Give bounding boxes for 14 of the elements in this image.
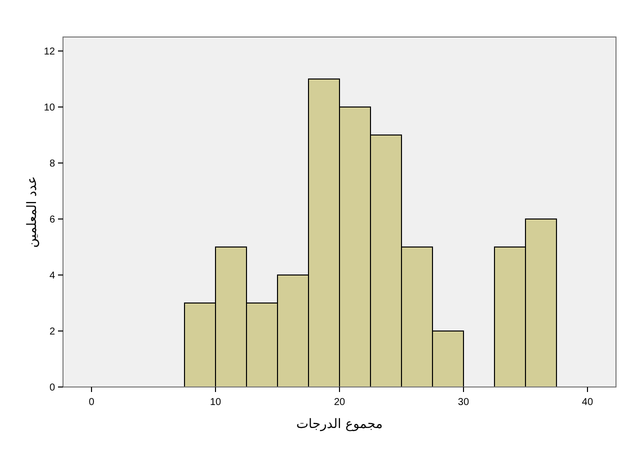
y-tick-label: 10 [44,102,56,114]
x-axis-title: مجموع الدرجات [296,417,383,432]
y-tick-label: 12 [44,46,56,58]
x-tick-label: 0 [88,397,95,408]
x-tick-label: 30 [458,397,470,408]
x-tick-label: 10 [210,397,222,408]
x-tick-label: 20 [334,397,346,408]
y-tick-label: 2 [49,326,56,338]
x-tick-label: 40 [582,397,594,408]
y-tick-label: 4 [49,270,56,282]
y-axis-title: عدد المعلمين [25,176,40,248]
y-tick-label: 8 [49,158,56,170]
y-tick-label: 6 [49,214,56,226]
y-tick-label: 0 [49,382,56,394]
